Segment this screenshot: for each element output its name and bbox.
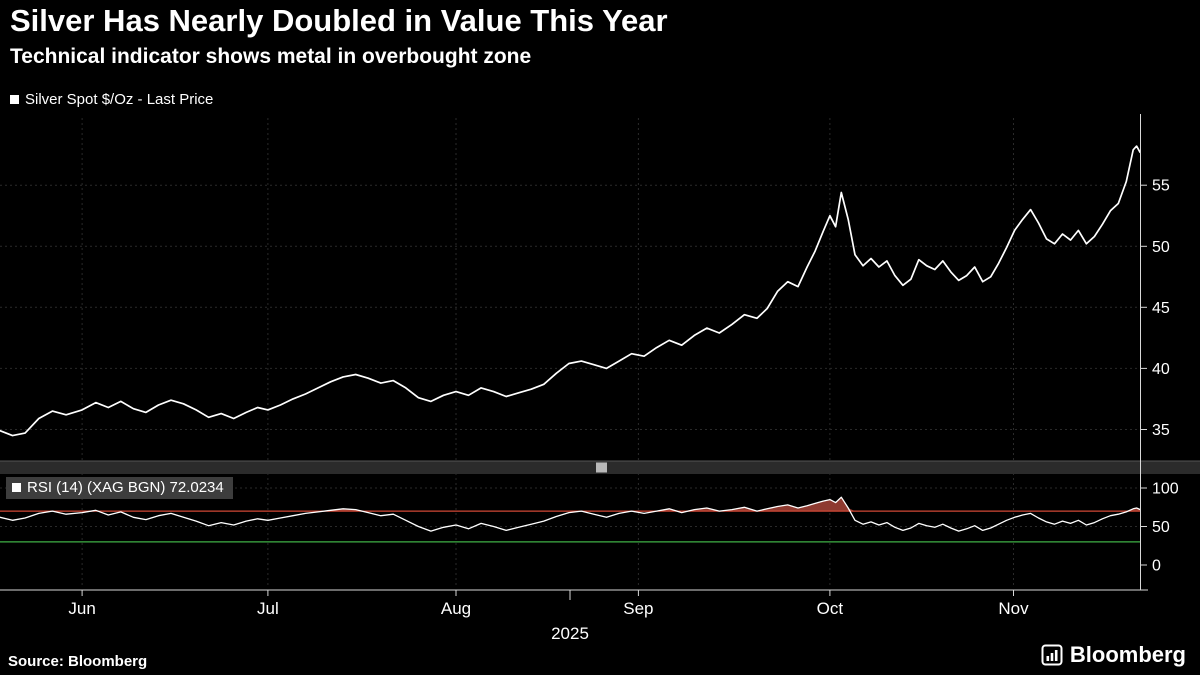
bloomberg-logo-text: Bloomberg bbox=[1069, 642, 1186, 667]
bloomberg-logo-icon bbox=[1041, 644, 1063, 666]
rsi-ytick-label: 50 bbox=[1152, 519, 1170, 536]
chart-subtitle: Technical indicator shows metal in overb… bbox=[10, 45, 532, 68]
bloomberg-logo: Bloomberg bbox=[1041, 642, 1186, 668]
price-ytick-label: 35 bbox=[1152, 422, 1170, 439]
rsi-ytick-label: 0 bbox=[1152, 558, 1161, 575]
rsi-ytick-label: 100 bbox=[1152, 481, 1179, 498]
legend-silver-marker-icon bbox=[10, 95, 19, 104]
price-line bbox=[0, 145, 1141, 437]
legend-rsi-marker-icon bbox=[12, 483, 21, 492]
price-ytick-label: 55 bbox=[1152, 178, 1170, 195]
legend-silver: Silver Spot $/Oz - Last Price bbox=[10, 91, 213, 108]
year-label: 2025 bbox=[551, 624, 589, 643]
month-label: Nov bbox=[998, 599, 1029, 618]
month-label: Sep bbox=[623, 599, 653, 618]
rsi-line bbox=[0, 496, 1141, 532]
legend-silver-label: Silver Spot $/Oz - Last Price bbox=[25, 91, 214, 108]
month-label: Jun bbox=[68, 599, 95, 618]
price-ytick-label: 40 bbox=[1152, 361, 1170, 378]
legend-rsi: RSI (14) (XAG BGN) 72.0234 bbox=[6, 477, 233, 499]
rsi-overbought-fill bbox=[0, 497, 1140, 512]
source-note: Source: Bloomberg bbox=[8, 653, 148, 670]
month-label: Jul bbox=[257, 599, 279, 618]
month-label: Oct bbox=[817, 599, 844, 618]
price-ytick-label: 50 bbox=[1152, 239, 1170, 256]
panel-divider-handle[interactable] bbox=[596, 462, 607, 473]
legend-rsi-label: RSI (14) (XAG BGN) 72.0234 bbox=[27, 479, 224, 496]
chart-title: Silver Has Nearly Doubled in Value This … bbox=[10, 3, 668, 38]
month-label: Aug bbox=[441, 599, 471, 618]
price-ytick-label: 45 bbox=[1152, 300, 1170, 317]
